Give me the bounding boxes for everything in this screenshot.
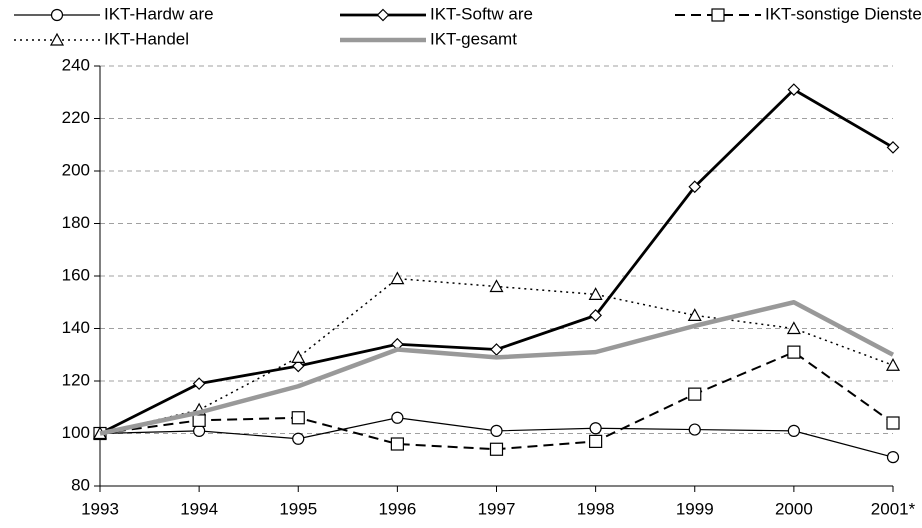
x-tick-label: 1997: [478, 499, 516, 518]
legend-marker: [711, 8, 725, 22]
y-tick-label: 140: [62, 318, 90, 337]
legend-marker: [376, 8, 390, 22]
data-point: [885, 357, 901, 371]
data-point: [886, 416, 900, 430]
series-line: [99, 277, 894, 435]
y-tick-label: 160: [62, 265, 90, 284]
legend-marker: [49, 32, 65, 46]
y-tick-label: 240: [62, 55, 90, 74]
y-tick-label: 100: [62, 423, 90, 442]
data-point: [886, 451, 900, 464]
data-point: [886, 141, 900, 154]
data-point: [192, 413, 206, 427]
data-point: [688, 387, 702, 401]
y-tick-label: 200: [62, 160, 90, 179]
data-point: [390, 271, 405, 285]
data-point: [589, 309, 602, 322]
series-line: [99, 88, 894, 435]
data-point: [490, 424, 503, 437]
legend-label: IKT-Softw are: [430, 4, 533, 23]
data-point: [489, 442, 504, 456]
y-tick-label: 120: [62, 370, 90, 389]
data-point: [291, 359, 305, 373]
data-point: [391, 411, 404, 424]
data-point: [688, 180, 702, 194]
y-tick-label: 180: [62, 213, 90, 232]
x-tick-label: 1995: [279, 499, 317, 518]
data-point: [291, 350, 306, 363]
data-point: [786, 321, 801, 335]
x-tick-label: 1998: [577, 499, 615, 518]
data-point: [787, 345, 801, 359]
data-point: [787, 424, 800, 437]
y-tick-label: 80: [71, 475, 90, 494]
x-tick-label: 1999: [676, 499, 714, 518]
legend-label: IKT-sonstige Dienste: [765, 4, 922, 23]
series-line: [99, 300, 895, 436]
data-point: [490, 343, 503, 356]
legend-label: IKT-Handel: [104, 29, 189, 48]
data-point: [787, 83, 801, 96]
data-point: [192, 377, 206, 390]
x-tick-label: 1996: [378, 499, 416, 518]
y-tick-label: 220: [62, 108, 90, 127]
data-point: [489, 279, 504, 293]
x-tick-label: 1994: [180, 499, 218, 518]
data-point: [589, 434, 603, 448]
x-tick-label: 1993: [81, 499, 119, 518]
x-tick-label: 2000: [775, 499, 813, 518]
data-point: [588, 287, 603, 300]
data-point: [291, 411, 305, 425]
legend-marker: [50, 8, 64, 22]
data-point: [687, 308, 702, 321]
data-point: [193, 424, 206, 437]
legend-label: IKT-Hardw are: [104, 4, 214, 23]
data-point: [688, 423, 701, 436]
legend-label: IKT-gesamt: [430, 29, 517, 48]
data-point: [390, 437, 404, 451]
data-point: [589, 422, 602, 435]
x-tick-label: 2001*: [871, 499, 916, 518]
data-point: [292, 432, 305, 445]
